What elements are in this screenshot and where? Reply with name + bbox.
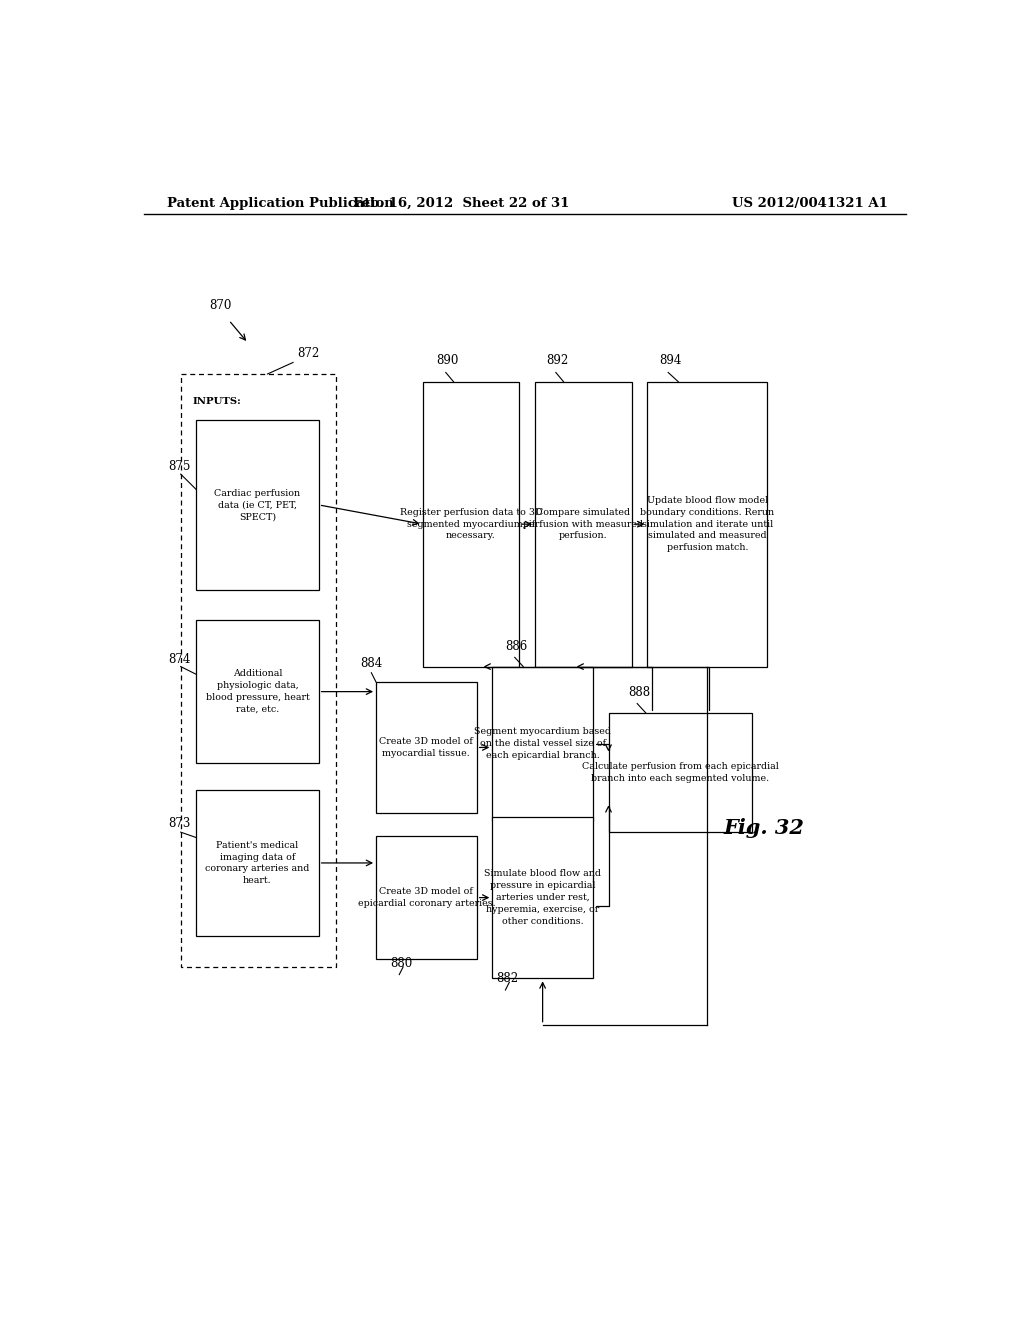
Bar: [180, 374, 336, 966]
Bar: [493, 817, 593, 978]
Text: Fig. 32: Fig. 32: [723, 818, 804, 838]
Text: Simulate blood flow and
pressure in epicardial
arteries under rest,
hyperemia, e: Simulate blood flow and pressure in epic…: [484, 870, 601, 925]
Text: Compare simulated
perfusion with measured
perfusion.: Compare simulated perfusion with measure…: [523, 508, 643, 540]
Text: Update blood flow model
boundary conditions. Rerun
simulation and iterate until
: Update blood flow model boundary conditi…: [640, 496, 774, 552]
Bar: [197, 420, 318, 590]
Text: Additional
physiologic data,
blood pressure, heart
rate, etc.: Additional physiologic data, blood press…: [206, 669, 309, 714]
Text: 880: 880: [390, 957, 413, 970]
Text: 892: 892: [547, 354, 568, 367]
Text: 890: 890: [436, 354, 459, 367]
Bar: [608, 713, 752, 832]
Text: Cardiac perfusion
data (ie CT, PET,
SPECT): Cardiac perfusion data (ie CT, PET, SPEC…: [214, 488, 300, 521]
Text: INPUTS:: INPUTS:: [193, 397, 241, 407]
Text: Patient's medical
imaging data of
coronary arteries and
heart.: Patient's medical imaging data of corona…: [205, 841, 309, 886]
Text: Register perfusion data to 3D
segmented myocardium, if
necessary.: Register perfusion data to 3D segmented …: [399, 508, 542, 540]
Text: US 2012/0041321 A1: US 2012/0041321 A1: [731, 197, 888, 210]
Text: Feb. 16, 2012  Sheet 22 of 31: Feb. 16, 2012 Sheet 22 of 31: [353, 197, 569, 210]
Text: 870: 870: [209, 298, 231, 312]
Bar: [647, 381, 767, 667]
Text: 872: 872: [297, 347, 319, 360]
Text: 894: 894: [658, 354, 681, 367]
Text: 886: 886: [506, 640, 527, 652]
Text: Segment myocardium based
on the distal vessel size of
each epicardial branch.: Segment myocardium based on the distal v…: [474, 727, 611, 760]
Text: 888: 888: [628, 686, 650, 698]
Bar: [493, 667, 593, 821]
Text: 884: 884: [360, 656, 383, 669]
Text: Patent Application Publication: Patent Application Publication: [167, 197, 393, 210]
Bar: [376, 682, 477, 813]
Text: 873: 873: [168, 817, 190, 830]
Text: Create 3D model of
epicardial coronary arteries.: Create 3D model of epicardial coronary a…: [357, 887, 496, 908]
Text: 882: 882: [496, 973, 518, 985]
Text: 875: 875: [168, 461, 190, 474]
Text: Create 3D model of
myocardial tissue.: Create 3D model of myocardial tissue.: [380, 737, 473, 758]
Text: Calculate perfusion from each epicardial
branch into each segmented volume.: Calculate perfusion from each epicardial…: [582, 762, 778, 783]
Bar: [423, 381, 519, 667]
Text: 874: 874: [168, 653, 190, 665]
Bar: [535, 381, 632, 667]
Bar: [376, 836, 477, 960]
Bar: [197, 620, 318, 763]
Bar: [197, 789, 318, 936]
